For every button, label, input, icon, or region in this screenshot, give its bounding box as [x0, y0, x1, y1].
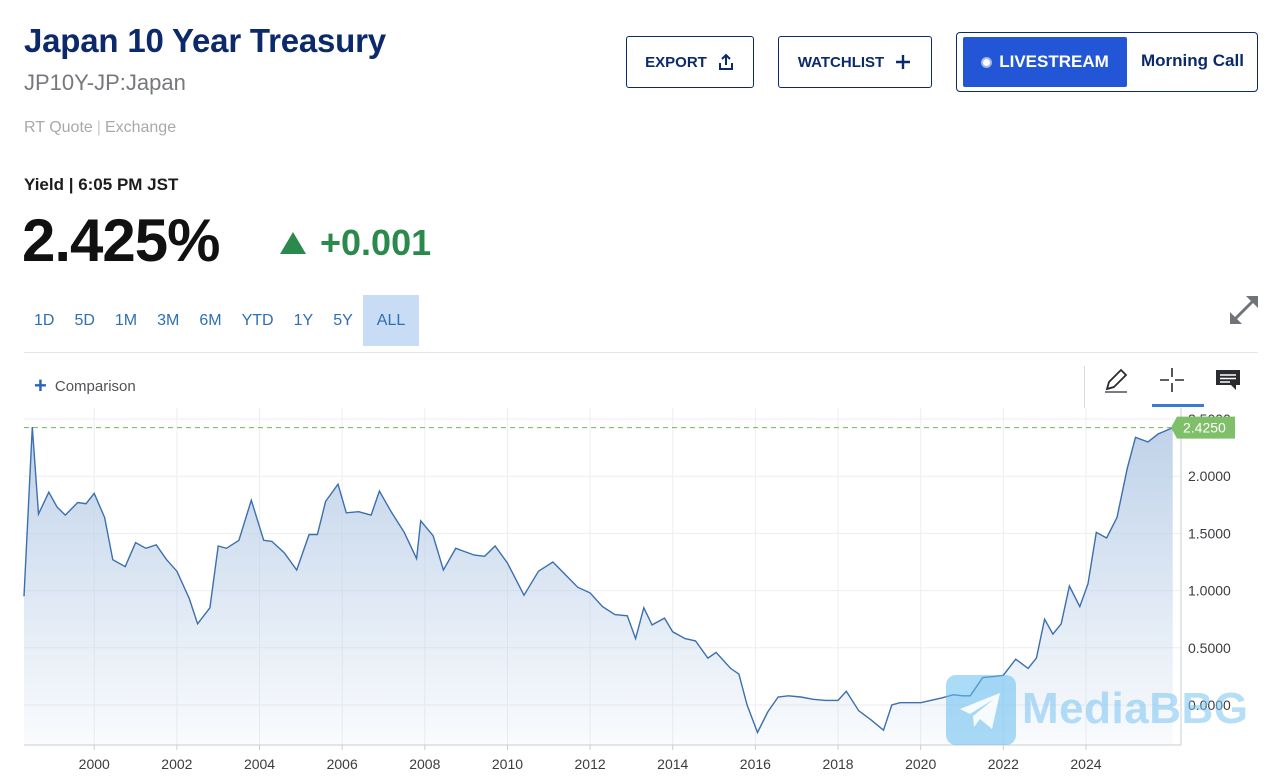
x-tick-label: 2000	[79, 756, 110, 772]
range-5d[interactable]: 5D	[74, 311, 95, 329]
range-1m[interactable]: 1M	[114, 311, 138, 329]
comparison-label: Comparison	[54, 377, 136, 395]
x-tick-label: 2022	[988, 756, 1019, 772]
x-tick-label: 2012	[575, 756, 606, 772]
x-tick-label: 2018	[822, 756, 853, 772]
last-value-badge	[1171, 416, 1235, 439]
range-ytd[interactable]: YTD	[241, 311, 274, 329]
quote-type: RT Quote	[24, 119, 93, 136]
change-value: +0.001	[320, 222, 432, 263]
comparison-button[interactable]: + Comparison	[34, 373, 136, 398]
tool-separator	[1084, 366, 1085, 408]
price-value: 2.425%	[22, 207, 220, 274]
price-change: +0.001	[280, 222, 431, 264]
share-icon	[717, 53, 735, 71]
divider	[24, 352, 1258, 353]
range-all[interactable]: ALL	[362, 295, 420, 346]
x-tick-label: 2006	[327, 756, 358, 772]
quote-separator: |	[96, 119, 101, 136]
y-tick-label: 0.0000	[1188, 697, 1231, 713]
x-tick-label: 2014	[657, 756, 688, 772]
plus-icon: +	[34, 373, 47, 398]
x-tick-label: 2016	[740, 756, 771, 772]
symbol-label: JP10Y-JP:Japan	[24, 70, 186, 95]
page-title: Japan 10 Year Treasury	[24, 22, 386, 59]
watchlist-button[interactable]: WATCHLIST	[778, 36, 932, 88]
y-tick-label: 1.0000	[1188, 583, 1231, 599]
quote-source: RT Quote | Exchange	[24, 119, 176, 137]
up-arrow-icon	[280, 232, 306, 254]
x-tick-label: 2002	[161, 756, 192, 772]
y-tick-label: 0.5000	[1188, 640, 1231, 656]
range-5y[interactable]: 5Y	[333, 311, 353, 329]
x-tick-label: 2008	[409, 756, 440, 772]
range-1d[interactable]: 1D	[34, 311, 55, 329]
active-tool-indicator	[1152, 404, 1204, 407]
range-1y[interactable]: 1Y	[293, 311, 314, 329]
pencil-icon[interactable]	[1102, 366, 1130, 399]
export-button[interactable]: EXPORT	[626, 36, 754, 88]
x-tick-label: 2024	[1070, 756, 1101, 772]
watermark-text: MediaBBG	[1022, 684, 1249, 733]
morning-call-link[interactable]: Morning Call	[1141, 51, 1244, 70]
range-3m[interactable]: 3M	[157, 311, 180, 329]
y-tick-label: 2.0000	[1188, 468, 1231, 484]
series-area	[24, 427, 1173, 745]
crosshair-icon[interactable]	[1158, 366, 1186, 399]
telegram-icon	[946, 675, 1016, 745]
plus-icon	[894, 53, 912, 71]
y-tick-label: 1.5000	[1188, 525, 1231, 541]
livestream-label: LIVESTREAM	[999, 52, 1109, 71]
range-selector: 1D 5D 1M 3M 6M YTD 1Y 5Y ALL	[24, 295, 420, 346]
export-label: EXPORT	[645, 53, 707, 71]
x-tick-label: 2010	[492, 756, 523, 772]
comment-icon[interactable]	[1214, 366, 1242, 399]
watchlist-label: WATCHLIST	[797, 53, 885, 71]
quote-exchange: Exchange	[104, 119, 177, 136]
live-dot-icon	[981, 56, 993, 68]
range-6m[interactable]: 6M	[199, 311, 222, 329]
livestream-group: LIVESTREAM Morning Call	[956, 32, 1258, 92]
yield-timestamp: Yield | 6:05 PM JST	[24, 175, 179, 194]
livestream-button[interactable]: LIVESTREAM	[963, 37, 1127, 87]
x-tick-label: 2004	[244, 756, 275, 772]
x-tick-label: 2020	[905, 756, 936, 772]
last-value-label: 2.4250	[1183, 420, 1226, 436]
expand-icon[interactable]	[1226, 292, 1262, 333]
